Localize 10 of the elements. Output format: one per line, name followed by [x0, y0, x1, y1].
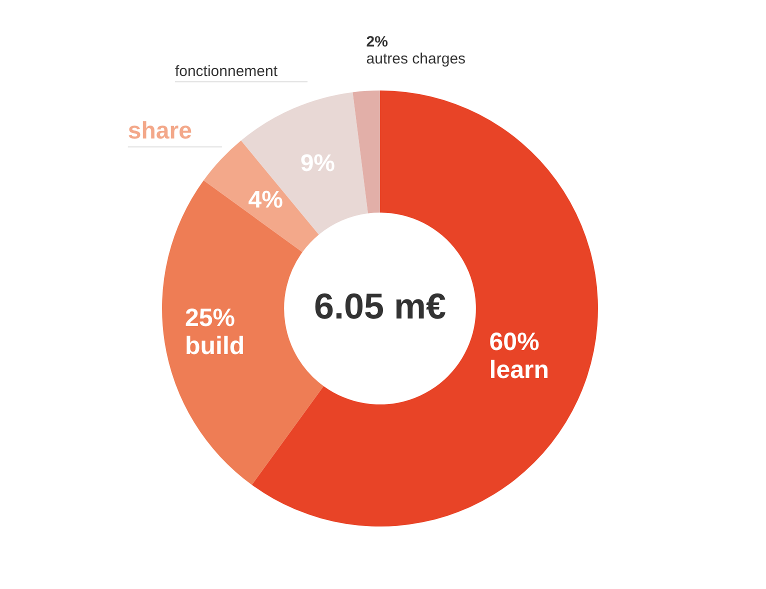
data-label: 25%	[184, 304, 236, 332]
data-label: 4%	[248, 186, 283, 214]
slice-label: share	[128, 118, 192, 145]
slice-label: learn	[489, 356, 550, 384]
slice-label: autres charges	[366, 50, 466, 68]
data-label: 2%	[366, 34, 388, 51]
slice-label: fonctionnement	[174, 62, 278, 80]
slice-label: build	[184, 332, 245, 360]
data-label: 60%	[489, 328, 540, 356]
text: 6.05 m€	[314, 285, 446, 326]
